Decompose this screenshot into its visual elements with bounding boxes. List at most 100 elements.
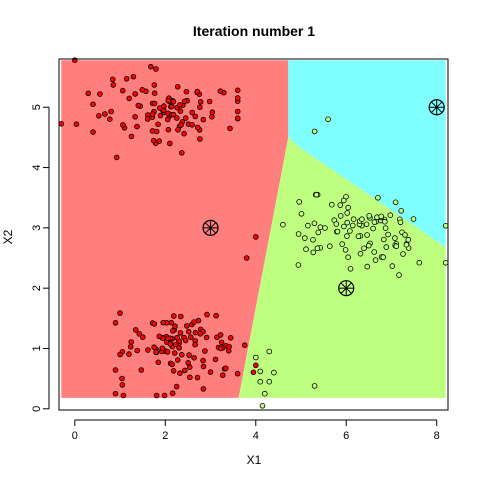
data-point-cluster-2 (371, 249, 378, 255)
data-point-cluster-1 (134, 123, 140, 130)
data-point-cluster-2 (334, 228, 341, 235)
data-point-cluster-1 (187, 374, 193, 381)
data-point-cluster-2 (347, 228, 353, 234)
data-point-cluster-1 (117, 351, 123, 358)
data-point-cluster-2 (397, 219, 404, 226)
data-point-cluster-2 (389, 263, 396, 269)
data-point-cluster-1 (204, 311, 210, 318)
data-point-cluster-2 (385, 231, 391, 238)
data-point-cluster-2 (337, 202, 344, 208)
data-point-cluster-1 (155, 359, 162, 366)
data-point-cluster-1 (178, 122, 184, 128)
data-point-cluster-1 (227, 125, 233, 132)
data-point-cluster-1 (192, 113, 199, 120)
data-point-cluster-1 (119, 87, 126, 94)
x-axis-label: X1 (247, 453, 262, 467)
data-point-cluster-2 (349, 222, 356, 229)
data-point-cluster-2 (259, 402, 266, 409)
data-point-cluster-2 (392, 199, 399, 206)
data-point-cluster-1 (170, 111, 177, 118)
data-point-cluster-1 (202, 348, 208, 354)
x-tick-label: 4 (253, 430, 259, 442)
data-point-cluster-1 (234, 87, 241, 94)
data-point-cluster-1 (170, 98, 177, 105)
data-point-cluster-2 (296, 199, 303, 205)
data-point-cluster-2 (295, 262, 302, 268)
data-point-cluster-1 (172, 341, 179, 348)
data-point-cluster-1 (123, 76, 130, 82)
data-point-cluster-1 (150, 137, 157, 144)
data-point-cluster-2 (261, 390, 268, 397)
data-point-cluster-2 (350, 216, 357, 223)
data-point-cluster-1 (174, 115, 180, 121)
data-point-cluster-2 (328, 201, 335, 208)
data-point-cluster-2 (398, 208, 405, 214)
data-point-cluster-1 (144, 116, 151, 122)
data-point-cluster-1 (153, 66, 159, 72)
data-point-cluster-1 (96, 113, 102, 119)
data-point-cluster-1 (177, 108, 184, 114)
data-point-cluster-2 (340, 197, 347, 204)
data-point-cluster-2 (310, 249, 317, 256)
data-point-cluster-2 (400, 251, 406, 257)
data-point-cluster-2 (257, 378, 264, 385)
data-point-cluster-2 (310, 237, 316, 243)
data-point-cluster-1 (218, 345, 224, 352)
data-point-cluster-1 (153, 392, 160, 399)
data-point-cluster-2 (317, 224, 324, 231)
data-point-cluster-1 (132, 91, 139, 97)
data-point-cluster-1 (119, 375, 125, 382)
cluster-center-3 (428, 99, 445, 116)
data-point-cluster-1 (191, 319, 197, 325)
data-point-cluster-1 (207, 369, 214, 375)
data-point-cluster-2 (403, 241, 410, 248)
data-point-cluster-1 (138, 367, 145, 373)
data-point-cluster-1 (203, 334, 210, 341)
data-point-cluster-1 (167, 341, 174, 347)
data-point-cluster-1 (192, 329, 199, 336)
data-point-cluster-2 (364, 232, 370, 238)
y-axis-label: X2 (1, 229, 15, 244)
region-cluster-2 (238, 137, 446, 398)
data-point-cluster-2 (392, 235, 398, 241)
y-tick-label: 1 (31, 345, 43, 351)
data-point-cluster-2 (311, 128, 318, 135)
data-point-cluster-1 (178, 313, 184, 320)
data-point-cluster-2 (301, 235, 308, 241)
data-point-cluster-2 (315, 229, 322, 236)
data-point-cluster-1 (126, 95, 132, 102)
data-point-cluster-1 (197, 136, 203, 142)
data-point-cluster-1 (172, 323, 178, 330)
data-point-cluster-1 (120, 392, 127, 399)
data-point-cluster-1 (108, 108, 114, 115)
data-point-cluster-1 (194, 88, 201, 95)
data-point-cluster-1 (209, 114, 215, 120)
data-point-cluster-1 (243, 255, 250, 261)
data-point-cluster-2 (357, 250, 364, 257)
data-point-cluster-2 (314, 245, 321, 252)
data-point-cluster-1 (206, 98, 213, 105)
data-point-cluster-1 (157, 112, 164, 119)
data-point-cluster-1 (132, 114, 138, 120)
data-point-cluster-1 (113, 154, 120, 161)
data-point-cluster-1 (183, 88, 190, 95)
data-point-cluster-1 (209, 109, 216, 115)
y-axis: 0 1 2 3 4 5 (31, 104, 50, 412)
data-point-cluster-2 (355, 233, 362, 240)
data-point-cluster-1 (148, 63, 154, 70)
data-point-cluster-1 (200, 357, 206, 364)
data-point-cluster-1 (194, 124, 201, 131)
y-tick-label: 5 (31, 104, 43, 110)
data-point-cluster-1 (97, 91, 103, 97)
data-point-cluster-1 (179, 150, 185, 156)
chart-title: Iteration number 1 (193, 23, 315, 39)
data-point-cluster-2 (380, 254, 387, 260)
data-point-cluster-2 (322, 225, 328, 231)
data-point-cluster-2 (442, 259, 449, 266)
data-point-cluster-2 (266, 348, 273, 355)
data-point-cluster-1 (234, 108, 241, 115)
data-point-cluster-1 (177, 102, 183, 108)
x-axis: 0 2 4 6 8 (72, 419, 440, 442)
data-point-cluster-1 (197, 104, 203, 110)
